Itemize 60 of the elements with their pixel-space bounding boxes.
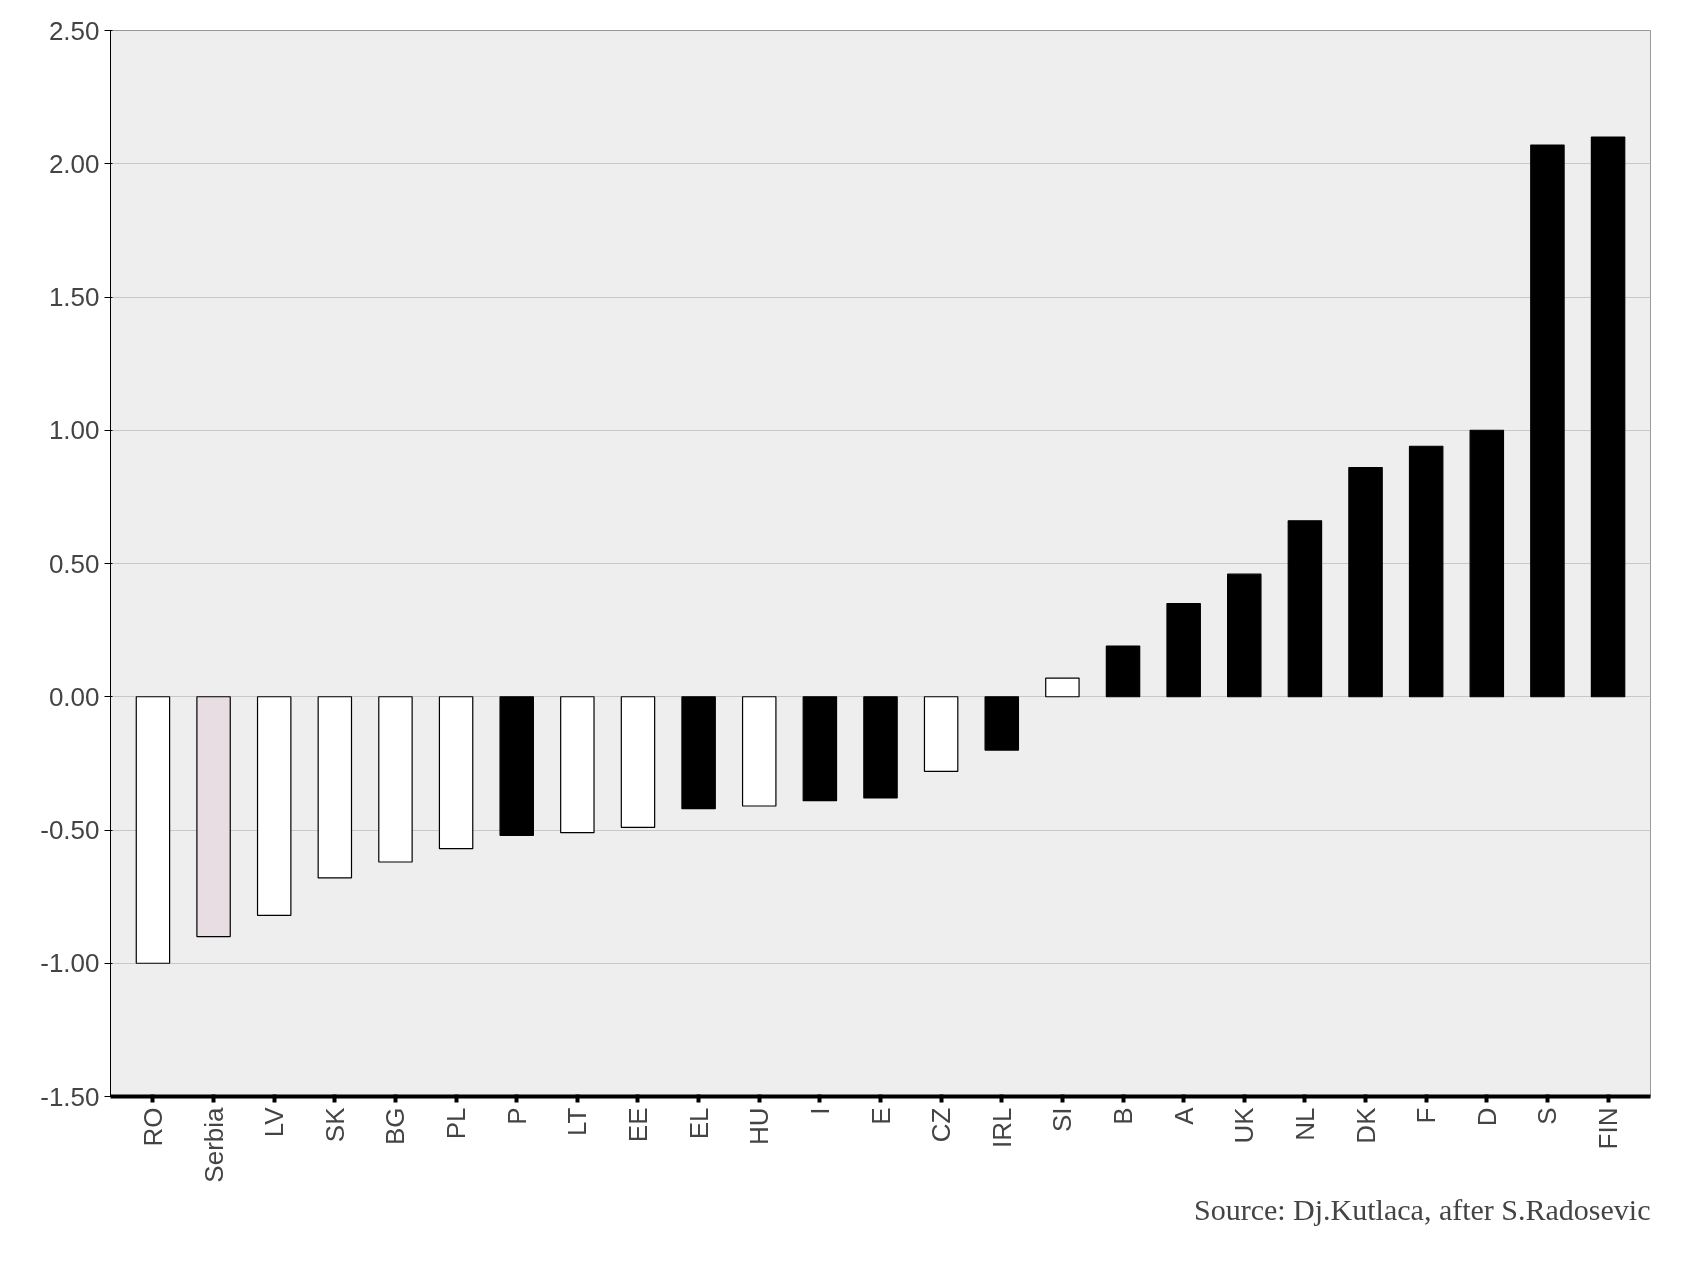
x-tick-label: F	[1411, 1107, 1442, 1124]
y-tick-label: 1.00	[48, 415, 100, 446]
bar	[1045, 677, 1080, 698]
y-tick-label: 2.50	[48, 15, 100, 46]
x-tick-label: EL	[683, 1107, 714, 1140]
bar	[196, 696, 231, 938]
bar	[499, 696, 534, 836]
bar	[1166, 602, 1201, 698]
x-tick-label: B	[1108, 1107, 1139, 1125]
y-tick-label: -1.00	[40, 948, 100, 979]
bar	[1530, 144, 1565, 698]
x-tick-label: CZ	[926, 1107, 957, 1143]
bar	[256, 696, 292, 916]
bar	[802, 696, 838, 802]
x-tick-label: IRL	[986, 1107, 1017, 1148]
y-tick-label: -0.50	[40, 815, 100, 845]
x-tick-label: S	[1532, 1107, 1563, 1125]
bar	[1105, 645, 1141, 698]
x-tick-label: A	[1168, 1106, 1199, 1125]
y-tick-label: 2.00	[48, 148, 100, 179]
bar	[741, 696, 777, 807]
x-tick-label: UK	[1229, 1106, 1260, 1144]
x-tick-label: LV	[259, 1106, 290, 1138]
x-tick-label: E	[865, 1107, 896, 1125]
y-tick-label: 1.50	[48, 282, 100, 312]
bar	[1408, 445, 1444, 698]
bar	[378, 696, 413, 863]
x-tick-label: EE	[622, 1107, 653, 1143]
bar	[681, 696, 716, 810]
x-tick-label: FIN	[1593, 1107, 1624, 1150]
bar	[1348, 466, 1383, 698]
bar	[1590, 136, 1626, 698]
bar	[1469, 429, 1505, 698]
x-tick-label: NL	[1289, 1107, 1320, 1141]
x-tick-label: PL	[441, 1107, 472, 1140]
bar	[620, 696, 656, 828]
bar	[984, 696, 1020, 751]
x-tick-label: I	[804, 1107, 835, 1115]
bar	[1227, 573, 1262, 698]
bar	[317, 696, 353, 879]
x-tick-label: RO	[137, 1107, 168, 1147]
bar	[560, 696, 595, 834]
bar	[923, 696, 959, 772]
x-tick-label: Serbia	[198, 1106, 229, 1183]
bar	[1287, 520, 1323, 698]
x-tick-label: BG	[380, 1107, 411, 1146]
x-tick-label: HU	[744, 1107, 775, 1146]
y-tick-label: 0.50	[48, 548, 100, 579]
bar	[135, 696, 171, 964]
x-tick-label: SK	[319, 1106, 350, 1143]
x-tick-label: LT	[562, 1107, 593, 1136]
y-tick-label: -1.50	[40, 1081, 100, 1112]
y-tick-label: 0.00	[48, 681, 100, 712]
x-tick-label: D	[1471, 1107, 1502, 1127]
x-tick-label: DK	[1350, 1106, 1381, 1144]
source-note: Source: Dj.Kutlaca, after S.Radosevic	[1193, 1192, 1651, 1226]
x-tick-label: P	[501, 1107, 532, 1125]
bar	[863, 696, 898, 799]
x-tick-label: SI	[1047, 1107, 1078, 1133]
bar	[438, 696, 474, 850]
